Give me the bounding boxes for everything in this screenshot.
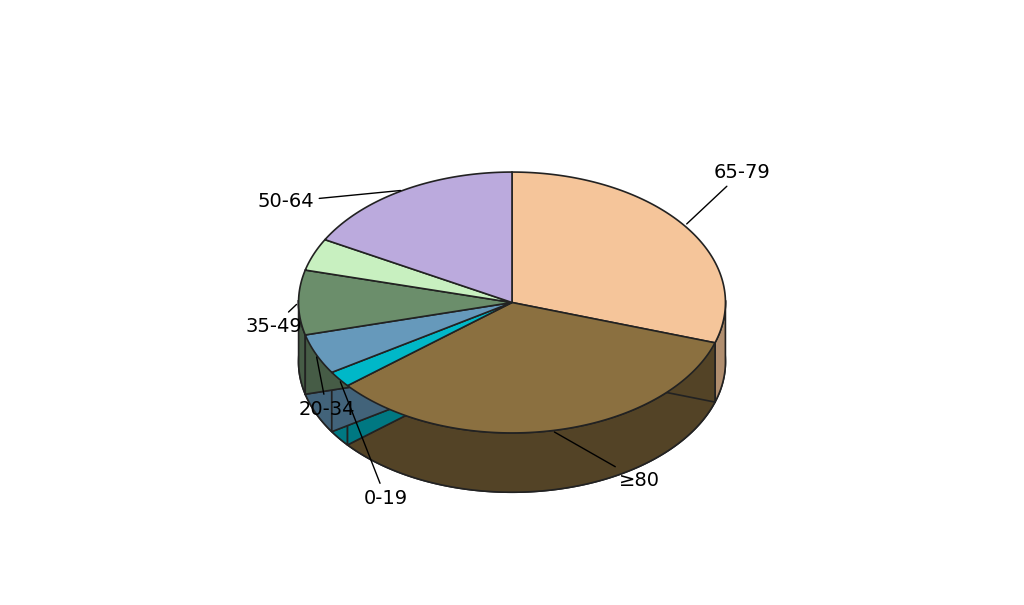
Polygon shape [715,300,725,402]
Text: 50-64: 50-64 [257,191,400,211]
Polygon shape [299,231,725,492]
Text: 20-34: 20-34 [299,357,355,419]
Polygon shape [332,302,512,432]
Polygon shape [347,343,715,492]
Polygon shape [347,302,715,433]
Polygon shape [332,302,512,432]
Polygon shape [305,240,512,302]
Polygon shape [512,172,725,343]
Text: 0-19: 0-19 [340,382,408,508]
Polygon shape [512,302,715,402]
Polygon shape [305,302,512,394]
Text: 65-79: 65-79 [687,163,770,224]
Text: 35-49: 35-49 [245,304,302,336]
Polygon shape [305,335,332,432]
Polygon shape [305,302,512,373]
Polygon shape [332,373,347,445]
Polygon shape [299,270,512,335]
Polygon shape [325,172,512,302]
Polygon shape [512,302,715,402]
Polygon shape [347,302,512,445]
Polygon shape [347,302,512,445]
Polygon shape [299,300,305,394]
Text: ≥80: ≥80 [554,432,659,490]
Polygon shape [332,302,512,385]
Polygon shape [305,302,512,394]
